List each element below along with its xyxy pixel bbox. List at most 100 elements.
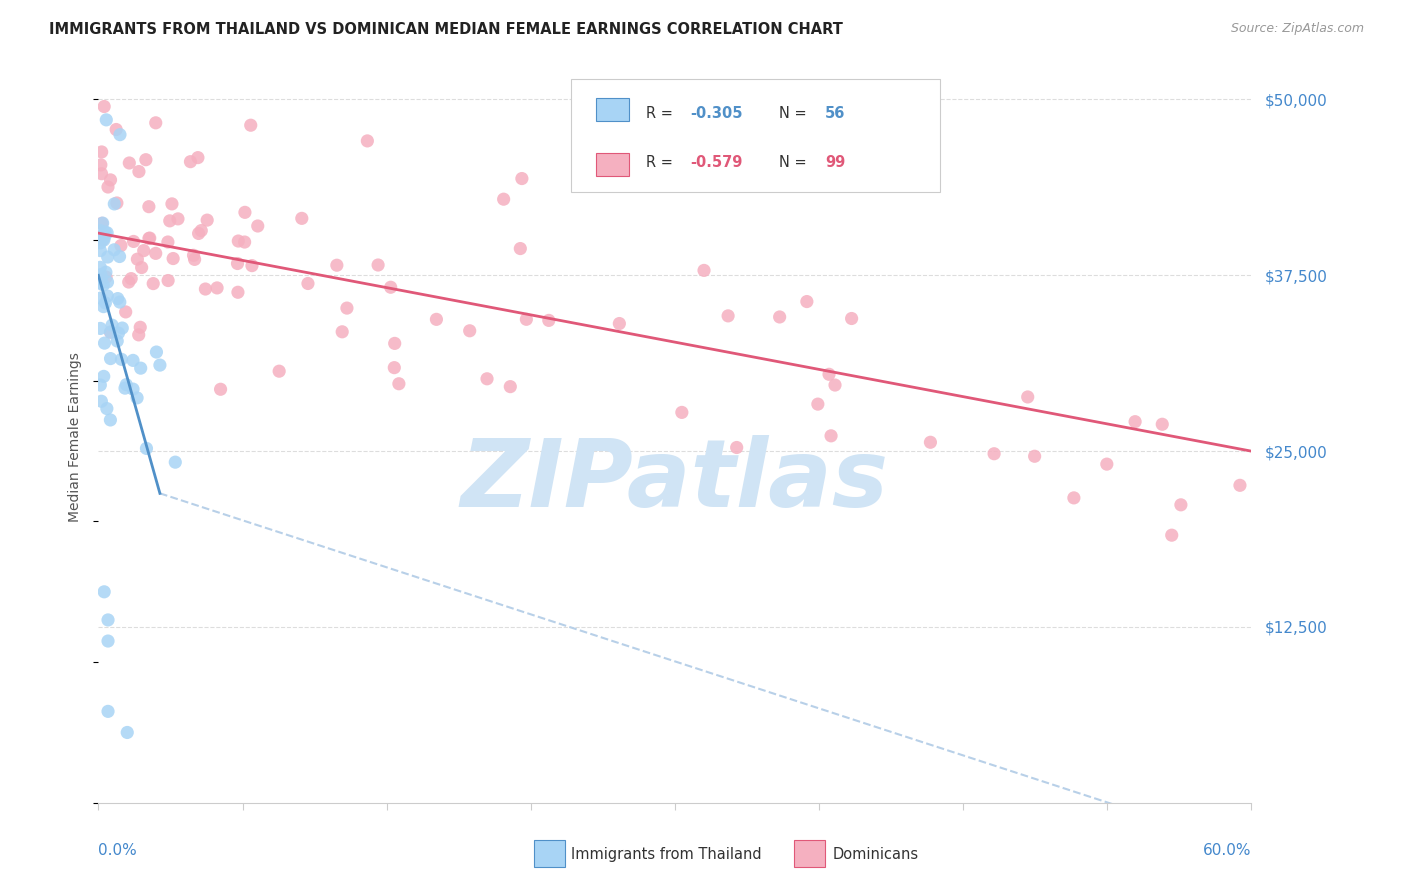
Point xyxy=(796,294,818,309)
Point xyxy=(509,242,531,256)
Point xyxy=(114,381,136,395)
Point xyxy=(818,368,841,382)
Point xyxy=(194,282,217,296)
Point xyxy=(492,192,515,206)
Point xyxy=(90,291,112,305)
Text: Immigrants from Thailand: Immigrants from Thailand xyxy=(571,847,762,862)
Point xyxy=(499,379,522,393)
Text: -0.579: -0.579 xyxy=(690,155,742,170)
Point xyxy=(90,268,112,282)
Point xyxy=(167,211,190,226)
Text: 0.0%: 0.0% xyxy=(98,843,138,858)
Point xyxy=(89,378,111,392)
Point xyxy=(458,324,481,338)
Point xyxy=(537,313,560,327)
Point xyxy=(380,280,402,294)
Text: Source: ZipAtlas.com: Source: ZipAtlas.com xyxy=(1230,22,1364,36)
Point xyxy=(89,235,111,250)
Point xyxy=(269,364,291,378)
Point xyxy=(233,205,256,219)
Point xyxy=(128,327,150,342)
Point xyxy=(1017,390,1039,404)
FancyBboxPatch shape xyxy=(596,98,628,121)
Point xyxy=(89,277,111,291)
Point xyxy=(91,216,114,230)
Point xyxy=(135,442,157,456)
Point xyxy=(330,325,353,339)
Text: R =: R = xyxy=(647,155,678,170)
Point xyxy=(90,158,112,172)
Point xyxy=(96,401,118,416)
Point xyxy=(97,180,120,194)
Point xyxy=(1160,528,1182,542)
Point xyxy=(118,156,141,170)
Point xyxy=(122,382,145,396)
Point xyxy=(157,274,180,288)
Point xyxy=(209,382,232,396)
Point xyxy=(107,292,129,306)
Point xyxy=(114,305,136,319)
Point xyxy=(93,584,115,599)
Point xyxy=(138,200,160,214)
Point xyxy=(118,275,141,289)
Point xyxy=(425,312,447,326)
Point xyxy=(93,336,115,351)
Point xyxy=(183,252,205,267)
Point xyxy=(100,325,122,339)
Point xyxy=(96,112,118,127)
Text: 60.0%: 60.0% xyxy=(1204,843,1251,858)
Point xyxy=(1152,417,1174,432)
Point xyxy=(93,369,115,384)
Point xyxy=(96,275,118,289)
Point xyxy=(103,243,125,257)
Point xyxy=(90,167,112,181)
Point xyxy=(122,235,145,249)
Point xyxy=(367,258,389,272)
FancyBboxPatch shape xyxy=(571,78,941,192)
Point xyxy=(89,224,111,238)
Point xyxy=(142,277,165,291)
Text: ZIPatlas: ZIPatlas xyxy=(461,435,889,527)
Point xyxy=(165,455,187,469)
Point xyxy=(1063,491,1085,505)
Point xyxy=(110,352,132,367)
Point xyxy=(100,413,122,427)
Point xyxy=(195,213,218,227)
Point xyxy=(91,233,114,247)
Point xyxy=(90,394,112,409)
Point xyxy=(187,151,209,165)
Point xyxy=(94,265,117,279)
Point xyxy=(138,231,160,245)
Point xyxy=(246,219,269,233)
Point xyxy=(515,312,537,326)
Point xyxy=(983,447,1005,461)
Point xyxy=(1170,498,1192,512)
Point xyxy=(138,231,160,245)
Point xyxy=(100,325,122,339)
Text: N =: N = xyxy=(779,106,811,121)
Point xyxy=(125,391,148,405)
Point xyxy=(94,296,117,310)
Point xyxy=(297,277,319,291)
Point xyxy=(336,301,359,315)
Point xyxy=(93,231,115,245)
Point xyxy=(115,377,138,392)
Point xyxy=(100,173,122,187)
Point xyxy=(1229,478,1251,492)
Point xyxy=(90,145,112,159)
Point xyxy=(671,405,693,419)
Point xyxy=(111,321,134,335)
Point xyxy=(94,225,117,239)
Point xyxy=(101,318,124,333)
Text: -0.305: -0.305 xyxy=(690,106,742,121)
Point xyxy=(96,289,118,303)
Point xyxy=(510,171,533,186)
Point xyxy=(105,196,128,211)
Point xyxy=(159,214,181,228)
Point xyxy=(156,235,179,249)
FancyBboxPatch shape xyxy=(596,153,628,176)
Point xyxy=(226,285,249,300)
Point xyxy=(226,234,249,248)
Point xyxy=(129,361,152,376)
Point xyxy=(97,613,120,627)
